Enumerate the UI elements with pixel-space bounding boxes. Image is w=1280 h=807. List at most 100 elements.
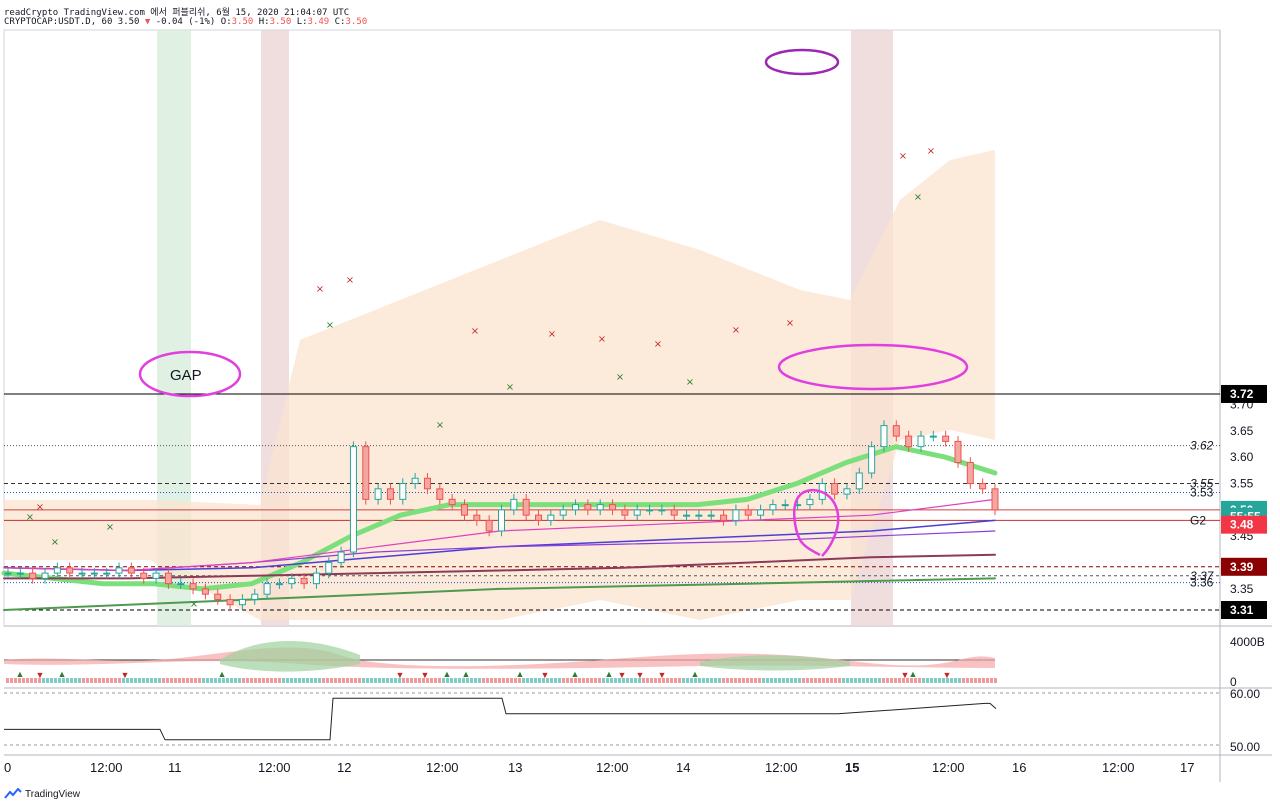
volume-bar [154, 678, 157, 683]
open-value: 3.50 [231, 17, 254, 27]
volume-bar [858, 678, 861, 683]
volume-bar [538, 678, 541, 683]
level-label: G2 [1190, 513, 1206, 527]
candle-body [843, 488, 851, 495]
buy-signal-icon: ▲ [691, 669, 700, 679]
volume-bar [270, 678, 273, 683]
volume-bar [546, 678, 549, 683]
volume-bar [814, 678, 817, 683]
volume-bar [26, 678, 29, 683]
candle-body [831, 483, 839, 495]
volume-bar [442, 678, 445, 683]
x-tick-label: 12:00 [1102, 760, 1135, 775]
volume-bar [386, 678, 389, 683]
volume-bar [898, 678, 901, 683]
volume-bar [870, 678, 873, 683]
signal-marker: × [686, 377, 694, 388]
volume-bar [790, 678, 793, 683]
volume-bar [266, 678, 269, 683]
indicator-line [3, 577, 996, 611]
candle-body [214, 593, 222, 600]
signal-marker: × [436, 420, 444, 431]
signal-marker: × [914, 192, 922, 203]
volume-bar [818, 678, 821, 683]
volume-bar [298, 678, 301, 683]
volume-bar [926, 678, 929, 683]
volume-bar [250, 678, 253, 683]
volume-bar [622, 678, 625, 683]
signal-marker: × [346, 275, 354, 286]
volume-bar [166, 678, 169, 683]
sell-signal-icon: ▼ [943, 670, 952, 680]
candle-body [720, 514, 728, 521]
y-tick-label: 3.35 [1230, 582, 1254, 596]
volume-bar [934, 678, 937, 683]
osc1-top-label: 4000B [1230, 635, 1265, 649]
signal-marker: × [36, 502, 44, 513]
volume-bar [274, 678, 277, 683]
volume-bar [146, 678, 149, 683]
candle-body [164, 572, 172, 585]
indicator-line [1, 444, 998, 592]
tradingview-logo[interactable]: TradingView [4, 788, 80, 800]
volume-bar [130, 678, 133, 683]
candle-body [954, 440, 962, 463]
candle-body [226, 598, 234, 606]
volume-bar [370, 678, 373, 683]
volume-bar [98, 678, 101, 683]
volume-bar [682, 678, 685, 683]
volume-bar [38, 678, 41, 683]
candle-body [498, 509, 505, 532]
signal-marker: × [51, 537, 59, 548]
volume-bar [422, 678, 425, 683]
low-ellipse [793, 488, 840, 557]
volume-bar [354, 678, 357, 683]
volume-bar [970, 678, 973, 683]
volume-bar [430, 678, 433, 683]
volume-bar [654, 678, 657, 683]
volume-bar [746, 678, 749, 683]
volume-bar [414, 678, 417, 683]
volume-bar [158, 678, 161, 683]
volume-bar [838, 678, 841, 683]
volume-bar [830, 678, 833, 683]
volume-bar [542, 678, 545, 683]
volume-bar [382, 678, 385, 683]
candle-body [646, 509, 654, 512]
volume-bar [218, 678, 221, 683]
sell-signal-icon: ▼ [421, 670, 430, 680]
volume-bar [862, 678, 865, 683]
volume-bar [494, 678, 497, 683]
volume-bar [618, 678, 621, 683]
candle-body [757, 509, 765, 516]
signal-marker: × [899, 151, 907, 162]
volume-bar [594, 678, 597, 683]
symbol-name[interactable]: CRYPTOCAP:USDT.D, 60 [4, 17, 113, 27]
candle-body [177, 583, 185, 586]
x-tick-label: 12:00 [90, 760, 123, 775]
volume-bar [246, 678, 249, 683]
volume-bar [578, 678, 581, 683]
close-label: C: [334, 17, 346, 27]
volume-bar [670, 678, 673, 683]
volume-bar [954, 678, 957, 683]
buy-signal-icon: ▲ [218, 669, 227, 679]
candle-body [263, 583, 271, 595]
signal-marker: × [654, 339, 662, 350]
sell-signal-icon: ▼ [658, 670, 667, 680]
volume-bar [910, 678, 913, 683]
volume-bar [234, 678, 237, 683]
volume-bar [190, 678, 193, 683]
volume-bar [314, 678, 317, 683]
y-tick-label: 3.65 [1230, 424, 1254, 438]
candle-body [547, 514, 555, 521]
volume-bar [454, 678, 457, 683]
signal-marker: × [598, 334, 606, 345]
volume-bar [778, 678, 781, 683]
volume-bar [74, 678, 77, 683]
volume-bar [170, 678, 173, 683]
volume-bar [522, 678, 525, 683]
buy-signal-icon: ▲ [909, 669, 918, 679]
candle-body [917, 435, 925, 448]
